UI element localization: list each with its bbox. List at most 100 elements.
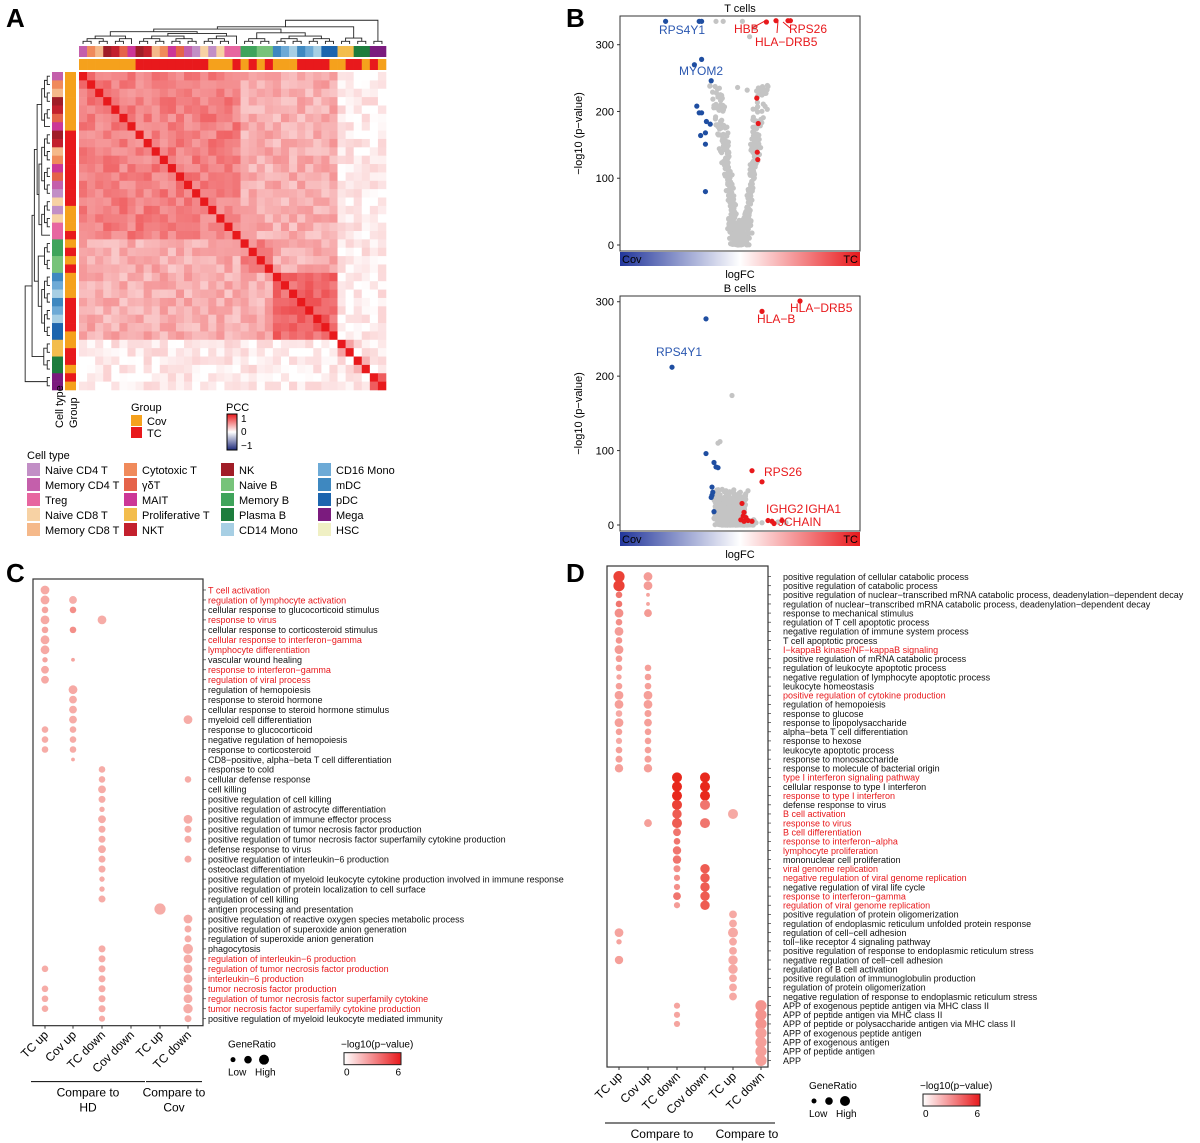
enrichment-dot — [643, 699, 653, 709]
go-term-label: regulation of tumor necrosis factor prod… — [208, 964, 389, 974]
heatmap-cell — [232, 97, 241, 106]
heatmap-cell — [135, 197, 144, 207]
heatmap-cell — [361, 272, 371, 282]
heatmap-cell — [321, 381, 330, 391]
heatmap-cell — [305, 155, 314, 165]
heatmap-cell — [175, 281, 185, 290]
y-tick-label: 100 — [596, 446, 614, 458]
y-axis-label: −log10 (p−value) — [573, 92, 585, 175]
enrichment-dot — [643, 581, 653, 591]
heatmap-cell — [175, 105, 185, 115]
dendrogram-branch — [24, 285, 48, 383]
left-celltype-cell — [52, 80, 63, 90]
heatmap-cell — [151, 231, 161, 240]
heatmap-cell — [208, 331, 217, 341]
dendrogram-branch — [215, 35, 237, 44]
heatmap-cell — [192, 80, 201, 90]
heatmap-cell — [321, 231, 330, 240]
heatmap-cell — [305, 197, 314, 207]
heatmap-cell — [167, 172, 177, 182]
heatmap-cell — [297, 88, 306, 98]
dendrogram-branch — [43, 347, 48, 366]
heatmap-cell — [184, 289, 193, 299]
top-celltype-cell — [216, 46, 225, 57]
heatmap-cell — [313, 122, 322, 131]
heatmap-cell — [297, 306, 306, 315]
ns-point — [723, 188, 729, 194]
heatmap-cell — [297, 189, 306, 198]
heatmap-cell — [79, 289, 88, 299]
go-term-label: positive regulation of superoxide anion … — [208, 924, 407, 934]
heatmap-cell — [256, 256, 266, 265]
gene-label-rps4y1: RPS4Y1 — [656, 345, 702, 359]
left-celltype-cell — [52, 97, 63, 106]
top-celltype-cell — [280, 46, 290, 57]
heatmap-cell — [256, 222, 266, 232]
go-term-label: T cell activation — [208, 585, 270, 595]
enrichment-dot — [183, 964, 193, 974]
heatmap-cell — [369, 138, 379, 148]
enrichment-dot — [69, 726, 77, 733]
heatmap-cell — [353, 72, 363, 81]
heatmap-cell — [143, 88, 153, 98]
heatmap-cell — [79, 323, 88, 332]
down-point — [669, 364, 675, 370]
dendrogram-branch — [171, 40, 181, 44]
top-group-cell — [240, 59, 249, 70]
heatmap-cell — [329, 289, 338, 299]
heatmap-cell — [321, 214, 330, 223]
ns-point — [764, 87, 770, 93]
heatmap-cell — [119, 289, 128, 299]
left-group-cell — [65, 339, 76, 349]
heatmap-cell — [345, 105, 354, 115]
column-group-label-line1: Compare to — [143, 1086, 206, 1100]
heatmap-cell — [289, 314, 298, 324]
heatmap-cell — [167, 272, 177, 282]
down-point — [699, 110, 705, 116]
y-tick-label: 200 — [596, 106, 614, 118]
heatmap-cell — [369, 306, 379, 315]
left-group-cell — [65, 264, 76, 274]
heatmap-cell — [119, 197, 128, 207]
heatmap-cell — [353, 381, 363, 391]
heatmap-cell — [103, 197, 112, 207]
left-group-cell — [65, 356, 76, 366]
heatmap-cell — [87, 281, 96, 290]
heatmap-cell — [280, 214, 290, 223]
dendrogram-branch — [98, 40, 108, 44]
heatmap-cell — [280, 297, 290, 307]
gene-label-hbb: HBB — [734, 22, 759, 36]
top-celltype-cell — [127, 46, 136, 57]
down-point — [711, 509, 717, 515]
heatmap-cell — [79, 214, 88, 223]
heatmap-cell — [232, 348, 241, 357]
heatmap-cell — [313, 264, 322, 274]
top-celltype-cell — [200, 46, 209, 57]
enrichment-dot — [184, 776, 192, 783]
heatmap-cell — [305, 164, 314, 173]
heatmap-cell — [103, 105, 112, 115]
heatmap-cell — [361, 356, 371, 366]
heatmap-cell — [135, 172, 144, 182]
heatmap-cell — [289, 172, 298, 182]
heatmap-cell — [264, 172, 274, 182]
go-term-label: regulation of hemopoiesis — [208, 685, 311, 695]
heatmap-cell — [79, 231, 88, 240]
x-axis-label: logFC — [725, 269, 754, 281]
heatmap-cell — [184, 314, 193, 324]
heatmap-cell — [329, 197, 338, 207]
heatmap-cell — [167, 113, 177, 123]
heatmap-cell — [111, 231, 120, 240]
heatmap-cell — [224, 138, 233, 148]
enrichment-dot — [614, 645, 624, 655]
heatmap-cell — [272, 122, 282, 131]
enrichment-dot — [729, 937, 737, 946]
heatmap-cell — [192, 339, 201, 349]
enrichment-dot — [644, 746, 652, 754]
ns-point — [727, 522, 733, 528]
heatmap-cell — [127, 323, 136, 332]
heatmap-cell — [345, 122, 354, 131]
heatmap-cell — [111, 122, 120, 131]
ns-point — [710, 89, 716, 95]
heatmap-cell — [329, 314, 338, 324]
